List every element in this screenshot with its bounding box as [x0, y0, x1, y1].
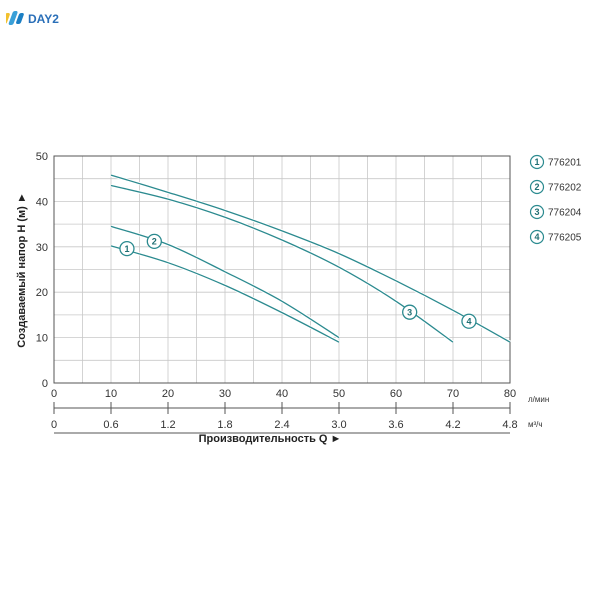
x2-tick-label: 1.8 — [217, 419, 232, 431]
series-line-4 — [110, 174, 511, 343]
chart-grid — [54, 156, 510, 383]
y-tick-label: 20 — [36, 287, 48, 299]
chart-axes — [53, 155, 511, 434]
curve-label-circle-2 — [146, 233, 162, 250]
legend-number-2: 2 — [534, 182, 539, 192]
x-tick-label: 10 — [105, 388, 117, 400]
x-axis-unit: л/мин — [528, 395, 549, 404]
curve-labels: 1 2 3 4 — [119, 233, 477, 329]
brand-mark-icon — [6, 11, 24, 25]
legend-label-2: 776202 — [548, 183, 582, 194]
x2-tick-label: 2.4 — [274, 419, 289, 431]
legend-circle-1 — [529, 154, 545, 170]
x2-tick-label: 4.2 — [445, 419, 460, 431]
legend-circle-3 — [529, 204, 545, 220]
x2-tick-label: 3.6 — [388, 419, 403, 431]
x-tick-label: 80 — [504, 388, 516, 400]
y-tick-label: 0 — [42, 378, 48, 390]
plot-frame — [53, 155, 511, 384]
curve-label-circle-1 — [119, 240, 135, 257]
brand-name: DAY2 — [28, 12, 59, 26]
y-axis-title: Создаваемый напор H (м) ► — [16, 192, 28, 347]
y-tick-label: 40 — [36, 196, 48, 208]
series-line-1 — [110, 245, 340, 343]
curve-label-number-1: 1 — [124, 244, 129, 254]
legend-circle-2 — [529, 179, 545, 195]
x2-tick-label: 4.8 — [502, 419, 517, 431]
legend-number-3: 3 — [534, 207, 539, 217]
legend: 1 776201 2 776202 3 776204 4 776205 — [529, 154, 582, 245]
legend-label-3: 776204 — [548, 208, 582, 219]
legend-label-1: 776201 — [548, 158, 582, 169]
x-tick-label: 50 — [333, 388, 345, 400]
brand-logo: DAY2 — [6, 11, 59, 26]
x2-tick-label: 0 — [51, 419, 57, 431]
series-line-3 — [110, 184, 454, 343]
curve-label-number-2: 2 — [152, 237, 157, 247]
curve-label-number-4: 4 — [466, 316, 471, 326]
curve-label-circle-3 — [402, 304, 418, 320]
x-tick-label: 30 — [219, 388, 231, 400]
legend-label-4: 776205 — [548, 233, 582, 244]
x2-axis-unit: м³/ч — [528, 420, 543, 429]
tick-labels: 0 10 20 30 40 50 0 10 20 30 40 50 60 70 80 0 0.6 1.2 1.8 2.… — [36, 151, 518, 431]
x-tick-label: 60 — [390, 388, 402, 400]
y-tick-label: 10 — [36, 333, 48, 345]
x-tick-label: 20 — [162, 388, 174, 400]
legend-number-4: 4 — [534, 232, 539, 242]
x2-tick-label: 1.2 — [160, 419, 175, 431]
x2-tick-label: 3.0 — [331, 419, 346, 431]
x-axis-title: Производительность Q ► — [199, 433, 342, 445]
x2-tick-label: 0.6 — [103, 419, 118, 431]
legend-circle-4 — [529, 229, 545, 245]
series-lines — [110, 173, 511, 344]
x-tick-label: 40 — [276, 388, 288, 400]
x-tick-label: 0 — [51, 388, 57, 400]
curve-label-number-3: 3 — [407, 307, 412, 317]
curve-label-circle-4 — [461, 313, 477, 329]
y-tick-label: 30 — [36, 242, 48, 254]
y-tick-label: 50 — [36, 151, 48, 163]
legend-number-1: 1 — [534, 157, 539, 167]
x-tick-label: 70 — [447, 388, 459, 400]
